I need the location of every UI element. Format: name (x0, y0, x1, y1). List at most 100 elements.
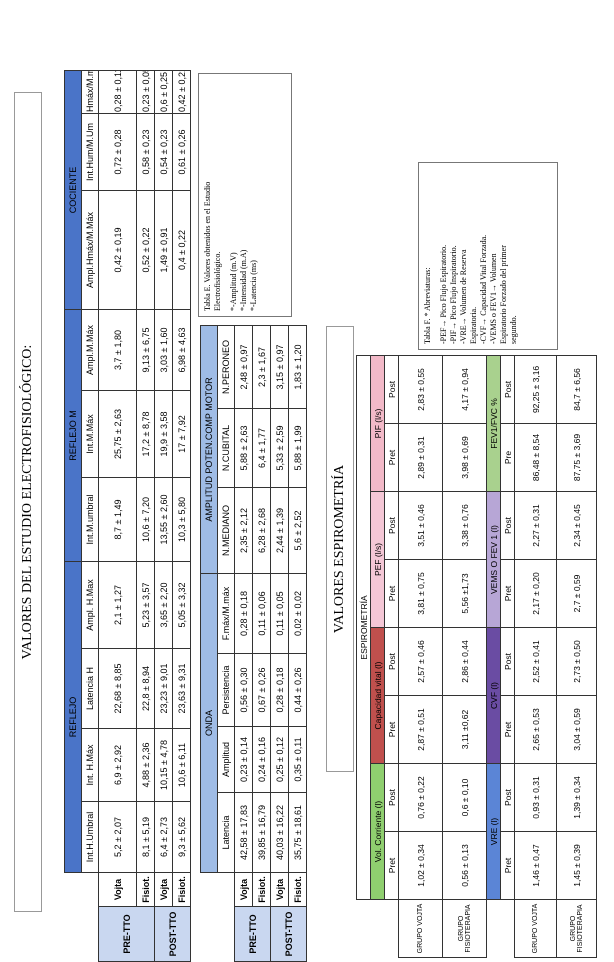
cell: 17 ± 7,92 (172, 390, 191, 478)
cell: 86,48 ± 8,54 (514, 423, 557, 492)
col-post: Post (384, 627, 399, 696)
cell: 3,81 ± 0,75 (398, 559, 443, 628)
cell: 0,23 ± 0,05 (136, 70, 155, 114)
cell: 0,56 ± 0,13 (442, 831, 487, 900)
group-vol-corriente: Vol. Corriente (l) (370, 763, 385, 900)
table-row: Fisiot. 35,75 ± 18,61 0,35 ± 0,11 0,44 ± 0… (288, 325, 307, 961)
cell: 8,1 ± 5,19 (136, 801, 155, 873)
col-post: Post (500, 355, 515, 424)
phase-post: POST-TTO (154, 906, 191, 962)
cell: 39,85 ± 16,79 (252, 792, 271, 873)
table-row: PRE-TTO Vojta 5,2 ± 2,07 6,9 ± 2,92 22,68 … (98, 70, 155, 962)
cell: 10,6 ± 7,20 (136, 477, 155, 562)
row-label: GRUPO FISIOTERAPIA (556, 899, 597, 958)
cell: 3,11 ±0,62 (442, 695, 487, 764)
cell: 0,42 ± 0,19 (98, 190, 137, 310)
row-label: GRUPO FISIOTERAPIA (442, 899, 487, 958)
col-header: Hmáx/M.máx (81, 70, 99, 114)
col-header: Latencia H (81, 648, 99, 729)
cell: 0,35 ± 0,11 (288, 726, 307, 793)
cell: 1,45 ± 0,39 (556, 831, 597, 900)
legend-line: Tabla F. * Abreviaturas: (423, 267, 432, 344)
col-header: N.CUBITAL (217, 408, 235, 488)
cell: 42,58 ± 17,83 (234, 792, 253, 873)
table-row: Fisiot. 8,1 ± 5,19 4,88 ± 2,36 22,8 ± 8,94… (136, 70, 155, 961)
group-reflejo-m: REFLEJO M (64, 309, 82, 562)
cell: 2,27 ± 0,31 (514, 491, 557, 560)
cell: 5,23 ± 3,57 (136, 561, 155, 649)
legend-line: -PIF→ Pico Flujo Inspiratorio. (449, 245, 458, 344)
cell: 10,3 ± 5,80 (172, 477, 191, 562)
cell: 9,13 ± 6,75 (136, 309, 155, 391)
cell: 2,89 ± 0,31 (398, 423, 443, 492)
cell: 22,68 ± 8,85 (98, 648, 137, 729)
phase-pre: PRE-TTO (98, 906, 155, 962)
cell: 25,75 ± 2,63 (98, 390, 137, 478)
cell: 6,9 ± 2,92 (98, 728, 137, 802)
cell: 0,02 ± 0,02 (288, 573, 307, 654)
electro-table-2: ONDA AMPLITUD POTEN.COMP MOTOR Latencia … (200, 325, 307, 962)
cell: 0,24 ± 0,16 (252, 726, 271, 793)
group-pef: PEF (l/s) (370, 491, 385, 628)
cell: 6,28 ± 2,68 (252, 487, 271, 574)
group-label: Vojta (98, 872, 137, 907)
cell: 3,7 ± 1,80 (98, 309, 137, 391)
cell: 0,25 ± 0,12 (270, 726, 289, 793)
col-post: Post (384, 355, 399, 424)
cell: 40,03 ± 16,22 (270, 792, 289, 873)
legend-line: -CVF→ Capacidad Vital Forzada. (479, 234, 488, 344)
cell: 5,56 ±1,73 (442, 559, 487, 628)
cell: 0,11 ± 0,05 (270, 573, 289, 654)
cell: 9,3 ± 5,62 (172, 801, 191, 873)
cell: 8,7 ± 1,49 (98, 477, 137, 562)
table-row: GRUPO VOJTA 1,46 ± 0,47 0,93 ± 0,31 2,65 ±… (514, 355, 557, 958)
col-header: Int. H.Máx (81, 728, 99, 802)
col-post: Post (500, 627, 515, 696)
cell: 2,1 ± 1,27 (98, 561, 137, 649)
cell: 2,34 ± 0,45 (556, 491, 597, 560)
cell: 0,72 ± 0,28 (98, 113, 137, 191)
cell: 5,88 ± 1,99 (288, 408, 307, 488)
cell: 2,3 ± 1,67 (252, 325, 271, 409)
cell: 1,02 ± 0,34 (398, 831, 443, 900)
cell: 3,03 ± 1,60 (154, 309, 173, 391)
group-label: Fisiot. (136, 872, 155, 907)
col-header: Ampl. H.Max (81, 561, 99, 649)
col-pret: Pret (384, 695, 399, 764)
cell: 19,9 ± 3,58 (154, 390, 173, 478)
cell: 0,67 ± 0,26 (252, 653, 271, 727)
cell: 17,2 ± 8,78 (136, 390, 155, 478)
legend-line: Tabla E. Valores obtenidos en el Estudio (203, 181, 212, 311)
cell: 2,7 ± 0,59 (556, 559, 597, 628)
legend-line: Espiratoria. (469, 306, 478, 344)
col-header: Int.M.umbral (81, 477, 99, 562)
group-label: Vojta (234, 872, 253, 907)
table-row: Fisiot. 9,3 ± 5,62 10,6 ± 6,11 23,63 ± 9,3… (172, 70, 191, 961)
col-header: Int.H.Umbral (81, 801, 99, 873)
spiro-title: VALORES ESPIROMETRÍA (326, 326, 354, 772)
group-pif: PIF (l/s) (370, 355, 385, 492)
cell: 0,42 ± 0,21 (172, 70, 191, 114)
cell: 3,15 ± 0,97 (270, 325, 289, 409)
group-fev1-fvc: FEV1/FVC % (486, 355, 501, 492)
electro-table-1: REFLEJO REFLEJO M COCIENTE Int.H.Umbral … (64, 70, 191, 962)
cell: 0,52 ± 0,22 (136, 190, 155, 310)
col-pret: Pret (500, 559, 515, 628)
cell: 13,55 ± 2,60 (154, 477, 173, 562)
cell: 6,4 ± 1,77 (252, 408, 271, 488)
cell: 0,28 ± 0,11 (98, 70, 137, 114)
col-header: Latencia (217, 792, 235, 873)
group-label: Vojta (270, 872, 289, 907)
group-onda: ONDA (200, 573, 218, 873)
cell: 0,54 ± 0,23 (154, 113, 173, 191)
cell: 5,2 ± 2,07 (98, 801, 137, 873)
cell: 2,86 ± 0,44 (442, 627, 487, 696)
electro-title: VALORES DEL ESTUDIO ELECTROFISIOLÓGICO: (14, 92, 42, 912)
col-header: N.MEDIANO (217, 487, 235, 574)
cell: 3,98 ± 0,69 (442, 423, 487, 492)
cell: 35,75 ± 18,61 (288, 792, 307, 873)
col-header: F.máx/M.máx (217, 573, 235, 654)
cell: 5,05 ± 3,32 (172, 561, 191, 649)
